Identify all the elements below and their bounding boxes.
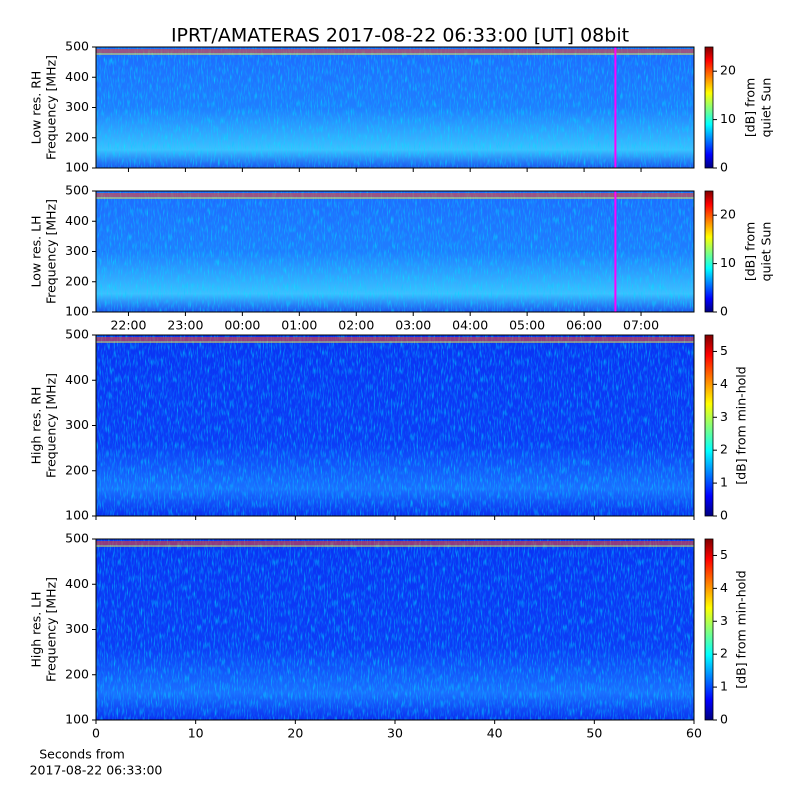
colorbar-tick-label: 3: [720, 409, 728, 424]
x-tick-label: 23:00: [167, 318, 203, 333]
colorbar-label: [dB] from min-hold: [734, 570, 749, 688]
spectrogram-texture: [96, 539, 694, 720]
y-tick-label: 200: [65, 666, 89, 681]
y-tick-label: 300: [65, 243, 89, 258]
x-tick-label: 05:00: [509, 318, 545, 333]
colorbar-tick-label: 0: [720, 160, 728, 175]
colorbar-tick-label: 0: [720, 712, 728, 727]
y-tick-label: 500: [65, 183, 89, 198]
x-tick-label: 06:00: [566, 318, 602, 333]
spectrogram-band: [96, 53, 694, 55]
y-axis-label: Frequency [MHz]: [44, 577, 59, 682]
x-tick-label: 07:00: [623, 318, 659, 333]
x-axis-label: 2017-08-22 06:33:00: [30, 763, 163, 778]
colorbar-label: quiet Sun: [759, 78, 774, 138]
colorbar-tick-label: 20: [720, 63, 736, 78]
colorbar: [704, 334, 714, 517]
colorbar: [704, 190, 714, 313]
colorbar-tick-label: 1: [720, 475, 728, 490]
colorbar-tick-label: 1: [720, 679, 728, 694]
y-axis-label: Frequency [MHz]: [44, 55, 59, 160]
y-axis-label: High res. LH: [29, 591, 44, 667]
spectrogram-band: [96, 337, 694, 341]
colorbar-tick-label: 5: [720, 547, 728, 562]
y-tick-label: 400: [65, 69, 89, 84]
x-tick-label: 02:00: [338, 318, 374, 333]
colorbar-tick-label: 4: [720, 580, 728, 595]
x-tick-label: 0: [92, 726, 100, 741]
y-tick-label: 500: [65, 531, 89, 546]
chart-title: IPRT/AMATERAS 2017-08-22 06:33:00 [UT] 0…: [171, 25, 629, 47]
colorbar-tick-label: 2: [720, 442, 728, 457]
spectrogram-band: [96, 193, 694, 197]
x-tick-label: 00:00: [224, 318, 260, 333]
spectrogram-texture: [96, 47, 694, 168]
y-tick-label: 300: [65, 417, 89, 432]
x-tick-label: 04:00: [452, 318, 488, 333]
x-tick-label: 01:00: [281, 318, 317, 333]
colorbar-tick-label: 5: [720, 343, 728, 358]
colorbar-tick-label: 3: [720, 613, 728, 628]
spectrogram-band: [96, 541, 694, 545]
colorbar-label: [dB] from min-hold: [734, 366, 749, 484]
spectrogram-band: [96, 545, 694, 547]
x-tick-label: 60: [686, 726, 702, 741]
y-tick-label: 100: [65, 508, 89, 523]
y-tick-label: 500: [65, 327, 89, 342]
spectrogram-texture: [96, 191, 694, 312]
colorbar-tick-label: 0: [720, 508, 728, 523]
x-tick-label: 03:00: [395, 318, 431, 333]
y-tick-label: 200: [65, 129, 89, 144]
y-tick-label: 200: [65, 273, 89, 288]
colorbar-tick-label: 4: [720, 376, 728, 391]
colorbar-tick-label: 10: [720, 111, 736, 126]
y-axis-label: Low res. RH: [29, 71, 44, 145]
colorbar-tick-label: 10: [720, 255, 736, 270]
y-tick-label: 400: [65, 576, 89, 591]
colorbar-tick-label: 0: [720, 304, 728, 319]
spectrogram-band: [96, 49, 694, 53]
y-axis-label: Frequency [MHz]: [44, 373, 59, 478]
y-tick-label: 300: [65, 621, 89, 636]
y-tick-label: 300: [65, 99, 89, 114]
y-tick-label: 400: [65, 372, 89, 387]
x-tick-label: 10: [188, 726, 204, 741]
y-tick-label: 100: [65, 712, 89, 727]
x-tick-label: 22:00: [110, 318, 146, 333]
y-tick-label: 100: [65, 304, 89, 319]
y-tick-label: 200: [65, 462, 89, 477]
x-axis-label: Seconds from: [39, 747, 125, 762]
y-tick-label: 100: [65, 160, 89, 175]
y-axis-label: Low res. LH: [29, 216, 44, 288]
colorbar-label: [dB] from: [743, 222, 758, 281]
x-tick-label: 20: [287, 726, 303, 741]
y-axis-label: High res. RH: [29, 387, 44, 465]
spectrogram-texture: [96, 335, 694, 516]
y-tick-label: 400: [65, 213, 89, 228]
spectrogram-band: [96, 341, 694, 343]
colorbar-label: [dB] from: [743, 78, 758, 137]
x-tick-label: 50: [586, 726, 602, 741]
colorbar-label: quiet Sun: [759, 222, 774, 282]
x-tick-label: 30: [387, 726, 403, 741]
colorbar: [704, 46, 714, 169]
colorbar: [704, 538, 714, 721]
colorbar-tick-label: 2: [720, 646, 728, 661]
spectrogram-band: [96, 197, 694, 199]
x-tick-label: 40: [487, 726, 503, 741]
y-axis-label: Frequency [MHz]: [44, 199, 59, 304]
colorbar-tick-label: 20: [720, 207, 736, 222]
y-tick-label: 500: [65, 39, 89, 54]
